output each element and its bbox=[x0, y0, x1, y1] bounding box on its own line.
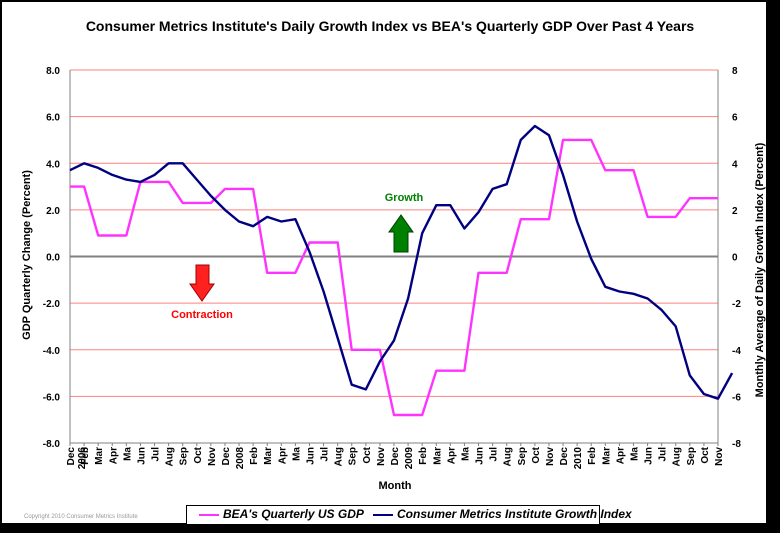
x-tick-label: Jun bbox=[136, 447, 147, 465]
y-tick-label-right: 8 bbox=[732, 66, 738, 77]
x-tick-label: Oct bbox=[531, 446, 542, 463]
x-tick-label: Aug bbox=[672, 447, 683, 466]
x-tick-label: Jul bbox=[489, 447, 500, 462]
x-tick-label: Apr bbox=[277, 447, 288, 464]
x-tick-label: Feb bbox=[587, 447, 598, 465]
x-axis-label: Month bbox=[379, 480, 412, 492]
y-tick-label-right: 0 bbox=[732, 253, 738, 264]
y-tick-label-right: 2 bbox=[732, 206, 738, 217]
copyright-text: Copyright 2010 Consumer Metrics Institut… bbox=[24, 514, 138, 520]
annotations: Growth Contraction bbox=[171, 192, 423, 321]
x-tick-label: Dec bbox=[66, 447, 77, 466]
x-tick-label: Dec bbox=[559, 447, 570, 466]
x-tick-label: Dec bbox=[390, 447, 401, 466]
x-tick-label: Jul bbox=[151, 447, 162, 462]
growth-annotation: Growth bbox=[385, 192, 424, 204]
gdp-series-line bbox=[70, 138, 718, 417]
x-tick-label: Sep bbox=[348, 447, 359, 465]
x-tick-label: Feb bbox=[249, 447, 260, 465]
y-tick-label-left: 6.0 bbox=[46, 113, 60, 124]
x-tick-label: 2009 bbox=[404, 447, 415, 470]
x-tick-label: Jun bbox=[305, 447, 316, 465]
x-tick-label: Mar bbox=[601, 447, 612, 465]
x-tick-label: 2010 bbox=[573, 447, 584, 470]
y-tick-label-left: 0.0 bbox=[46, 253, 60, 264]
legend-swatch-gdp bbox=[199, 514, 219, 516]
x-tick-label: Mar bbox=[432, 447, 443, 465]
x-tick-label: Aug bbox=[165, 447, 176, 466]
x-tick-label: Sep bbox=[686, 447, 697, 465]
x-tick-label: Ma bbox=[122, 447, 133, 461]
x-tick-label: Dec bbox=[221, 447, 232, 466]
series-lines bbox=[69, 124, 734, 417]
x-tick-label: Nov bbox=[376, 447, 387, 466]
x-tick-label: Oct bbox=[700, 446, 711, 463]
x-tick-label: Ma bbox=[460, 447, 471, 461]
y-tick-label-left: 4.0 bbox=[46, 159, 60, 170]
x-tick-label: Sep bbox=[179, 447, 190, 465]
y-tick-label-right: -6 bbox=[732, 392, 741, 403]
y-axis-left: 8.0 6.0 4.0 2.0 0.0 -2.0 -4.0 -6.0 -8.0 bbox=[43, 66, 61, 450]
y-tick-label-left: -8.0 bbox=[43, 439, 61, 450]
x-tick-label: Jul bbox=[658, 447, 669, 462]
y-tick-label-right: 4 bbox=[732, 159, 738, 170]
x-tick-label: Nov bbox=[545, 447, 556, 466]
x-tick-label: Nov bbox=[714, 447, 725, 466]
grid-lines bbox=[70, 69, 718, 444]
x-tick-label: 2006 bbox=[77, 447, 88, 470]
x-tick-label: Oct bbox=[362, 446, 373, 463]
legend: BEA's Quarterly US GDP Consumer Metrics … bbox=[186, 505, 632, 525]
growth-arrow-icon bbox=[388, 214, 414, 253]
x-tick-label: Ma bbox=[291, 447, 302, 461]
x-tick-label: Apr bbox=[446, 447, 457, 464]
y-tick-label-right: -8 bbox=[732, 439, 741, 450]
growth-index-series-line bbox=[69, 124, 734, 400]
legend-swatch-index bbox=[373, 514, 393, 516]
x-tick-label: Aug bbox=[503, 447, 514, 466]
contraction-arrow-icon bbox=[189, 264, 215, 302]
y-tick-label-right: 6 bbox=[732, 113, 738, 124]
x-tick-label: Oct bbox=[193, 446, 204, 463]
x-tick-label: Apr bbox=[615, 447, 626, 464]
chart-title: Consumer Metrics Institute's Daily Growt… bbox=[85, 18, 695, 34]
legend-label-index: Consumer Metrics Institute Growth Index bbox=[397, 507, 632, 521]
x-tick-label: Ma bbox=[629, 447, 640, 461]
y-tick-label-left: -4.0 bbox=[43, 346, 61, 357]
x-tick-label: Feb bbox=[418, 447, 429, 465]
legend-label-gdp: BEA's Quarterly US GDP bbox=[223, 507, 364, 521]
y-axis-label-right: Monthly Average of Daily Growth Index (P… bbox=[754, 142, 766, 397]
y-tick-label-left: -6.0 bbox=[43, 392, 61, 403]
contraction-annotation: Contraction bbox=[171, 309, 233, 321]
y-axis-label-left: GDP Quarterly Change (Percent) bbox=[21, 170, 33, 340]
y-tick-label-left: 2.0 bbox=[46, 206, 60, 217]
y-tick-label-right: -4 bbox=[732, 346, 741, 357]
x-tick-label: Aug bbox=[334, 447, 345, 466]
y-tick-label-left: -2.0 bbox=[43, 299, 61, 310]
x-tick-label: Sep bbox=[517, 447, 528, 465]
y-tick-label-right: -2 bbox=[732, 299, 741, 310]
x-tick-label: Mar bbox=[263, 447, 274, 465]
y-tick-label-left: 8.0 bbox=[46, 66, 60, 77]
x-tick-label: Jun bbox=[475, 447, 486, 465]
x-tick-label: Jun bbox=[644, 447, 655, 465]
x-tick-label: 2008 bbox=[235, 447, 246, 470]
x-tick-label: Jul bbox=[320, 447, 331, 462]
x-tick-label: Mar bbox=[94, 447, 105, 465]
x-tick-label: Nov bbox=[207, 447, 218, 466]
x-tick-label: Apr bbox=[108, 447, 119, 464]
x-tick-label: Feb bbox=[80, 447, 91, 465]
y-axis-right: 8 6 4 2 0 -2 -4 -6 -8 bbox=[732, 66, 741, 450]
